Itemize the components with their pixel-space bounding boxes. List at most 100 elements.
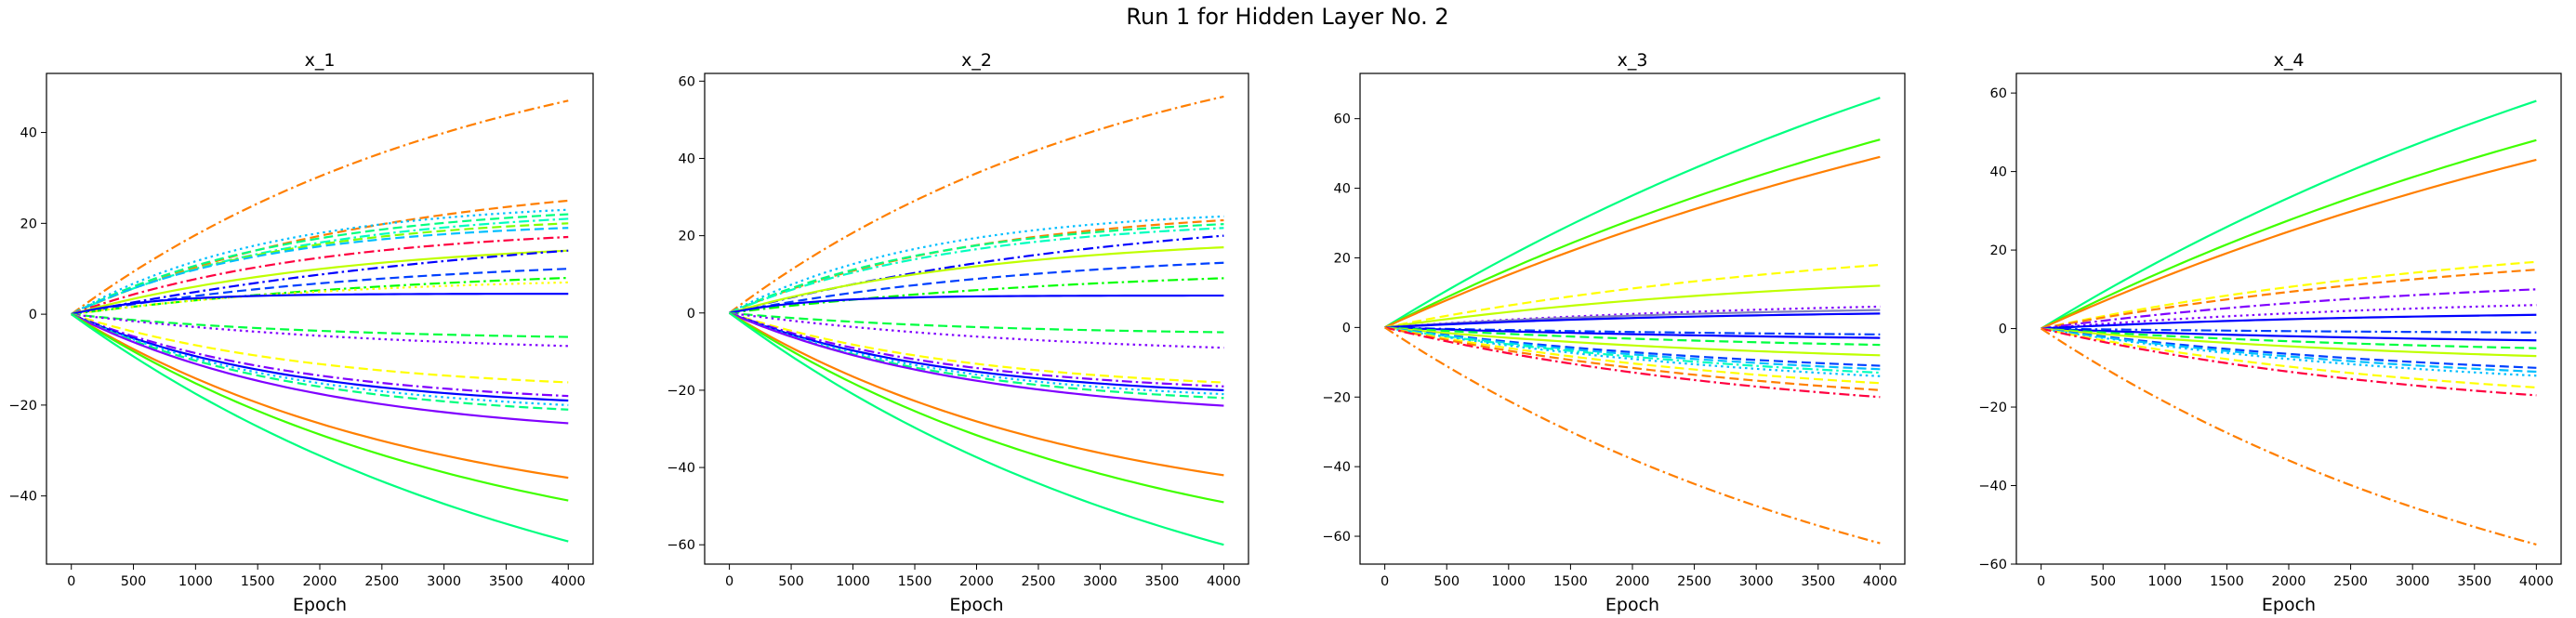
series-line-15 — [1384, 326, 1881, 375]
series-line-18 — [1384, 326, 1881, 391]
x-axis-label: Epoch — [949, 595, 1003, 615]
series-line-11 — [729, 311, 1224, 334]
x-tick-label: 1500 — [898, 574, 932, 589]
x-tick-label: 2000 — [2272, 574, 2306, 589]
x-tick-label: 2000 — [303, 574, 337, 589]
x-tick-label: 0 — [1380, 574, 1389, 589]
series-line-12 — [71, 276, 569, 316]
series-line-4 — [71, 213, 569, 316]
y-tick-label: 0 — [1999, 322, 2007, 337]
x-tick-label: 2000 — [959, 574, 994, 589]
series-line-17 — [71, 313, 569, 384]
x-tick-label: 1000 — [178, 574, 213, 589]
figure-title: Run 1 for Hidden Layer No. 2 — [1126, 4, 1448, 30]
series-line-15 — [2041, 327, 2537, 377]
y-tick-label: −60 — [1322, 530, 1351, 545]
series-line-9 — [71, 249, 569, 316]
series-line-25 — [71, 313, 569, 543]
series-line-8 — [2041, 313, 2537, 330]
y-tick-label: −20 — [1978, 401, 2007, 415]
series-line-17 — [2041, 327, 2537, 397]
series-group — [728, 95, 1224, 546]
x-tick-label: 0 — [2037, 574, 2045, 589]
y-tick-label: 20 — [1334, 251, 1351, 266]
series-line-12 — [729, 311, 1224, 349]
x-tick-label: 2500 — [2333, 574, 2368, 589]
series-line-3 — [2041, 158, 2537, 330]
series-line-11 — [2041, 327, 2537, 349]
x-tick-label: 3000 — [2396, 574, 2430, 589]
y-tick-label: −60 — [1978, 558, 2007, 572]
series-line-10 — [729, 294, 1224, 314]
x-tick-label: 3500 — [489, 574, 523, 589]
series-line-7 — [2041, 304, 2537, 330]
x-tick-label: 2500 — [1677, 574, 1711, 589]
series-line-24 — [71, 313, 569, 502]
series-line-12 — [1384, 326, 1881, 357]
y-tick-label: 60 — [679, 74, 695, 89]
series-group — [2041, 99, 2537, 546]
subplot-2: x_2 0 500 1000 1500 2000 2500 3000 3500 4000 −60 −4… — [667, 50, 1249, 615]
series-line-19 — [1384, 326, 1881, 399]
x-tick-label: 4000 — [551, 574, 586, 589]
x-axis-label: Epoch — [1605, 595, 1659, 615]
x-tick-label: 3500 — [1144, 574, 1179, 589]
subplot-3: x_3 0 500 1000 1500 2000 2500 3000 3500 4000 −60 −4… — [1322, 50, 1906, 615]
series-line-7 — [729, 245, 1224, 314]
series-line-5 — [729, 227, 1224, 314]
series-line-10 — [2041, 327, 2537, 342]
subplots-container: x_10 500 1000 1500 2000 2500 3000 3500 4000−40−2… — [8, 50, 2562, 615]
series-line-16 — [71, 313, 569, 348]
series-line-5 — [2041, 269, 2537, 330]
series-line-16 — [1384, 326, 1881, 377]
series-line-1 — [1384, 97, 1881, 329]
y-tick-label: −40 — [8, 490, 37, 505]
series-line-12 — [2041, 327, 2537, 358]
y-tick-label: 20 — [679, 230, 695, 244]
series-line-10 — [71, 249, 569, 316]
series-line-20 — [1384, 326, 1881, 545]
x-tick-label: 2500 — [1022, 574, 1056, 589]
x-axis-label: Epoch — [293, 595, 347, 615]
subplot-title: x_4 — [2274, 50, 2305, 71]
y-tick-label: 60 — [1990, 86, 2007, 101]
subplot-title: x_2 — [961, 50, 992, 71]
y-tick-label: −20 — [667, 384, 695, 399]
series-line-11 — [1384, 326, 1881, 347]
y-tick-label: −40 — [1978, 480, 2007, 494]
series-line-4 — [729, 223, 1224, 314]
series-line-1 — [728, 95, 1224, 314]
y-tick-label: −20 — [1322, 390, 1351, 405]
subplot-title: x_1 — [305, 50, 336, 71]
y-tick-label: 20 — [20, 217, 37, 231]
x-tick-label: 0 — [67, 574, 75, 589]
y-tick-label: −40 — [667, 461, 695, 476]
x-tick-label: 500 — [2090, 574, 2116, 589]
x-tick-label: 3000 — [1739, 574, 1774, 589]
series-line-1 — [71, 99, 569, 315]
series-line-17 — [1384, 326, 1881, 385]
series-line-19 — [71, 313, 569, 402]
series-line-6 — [2041, 288, 2537, 330]
series-line-3 — [1384, 155, 1881, 329]
x-tick-label: 4000 — [1207, 574, 1241, 589]
series-line-1 — [2041, 99, 2537, 330]
x-tick-label: 1000 — [2147, 574, 2182, 589]
x-tick-label: 1500 — [241, 574, 275, 589]
y-tick-label: −60 — [667, 538, 695, 553]
y-tick-label: 60 — [1334, 112, 1351, 127]
x-tick-label: 2000 — [1616, 574, 1650, 589]
x-tick-label: 1500 — [2210, 574, 2244, 589]
y-tick-label: 40 — [679, 151, 695, 166]
y-tick-label: 40 — [20, 126, 37, 141]
y-tick-label: 0 — [687, 307, 695, 322]
x-tick-label: 2500 — [364, 574, 399, 589]
y-tick-label: 0 — [29, 308, 37, 322]
x-tick-label: 1500 — [1553, 574, 1588, 589]
subplot-1: x_1 0 500 1000 1500 2000 2500 3000 3500 4000 −40 −2… — [8, 50, 594, 615]
series-line-14 — [729, 311, 1224, 388]
x-tick-label: 1000 — [836, 574, 870, 589]
x-tick-label: 3000 — [427, 574, 461, 589]
x-tick-label: 3500 — [1801, 574, 1835, 589]
